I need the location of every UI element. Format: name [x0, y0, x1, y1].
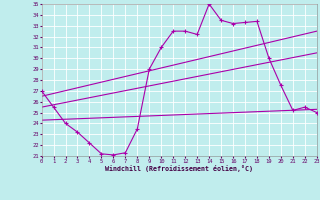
X-axis label: Windchill (Refroidissement éolien,°C): Windchill (Refroidissement éolien,°C): [105, 165, 253, 172]
